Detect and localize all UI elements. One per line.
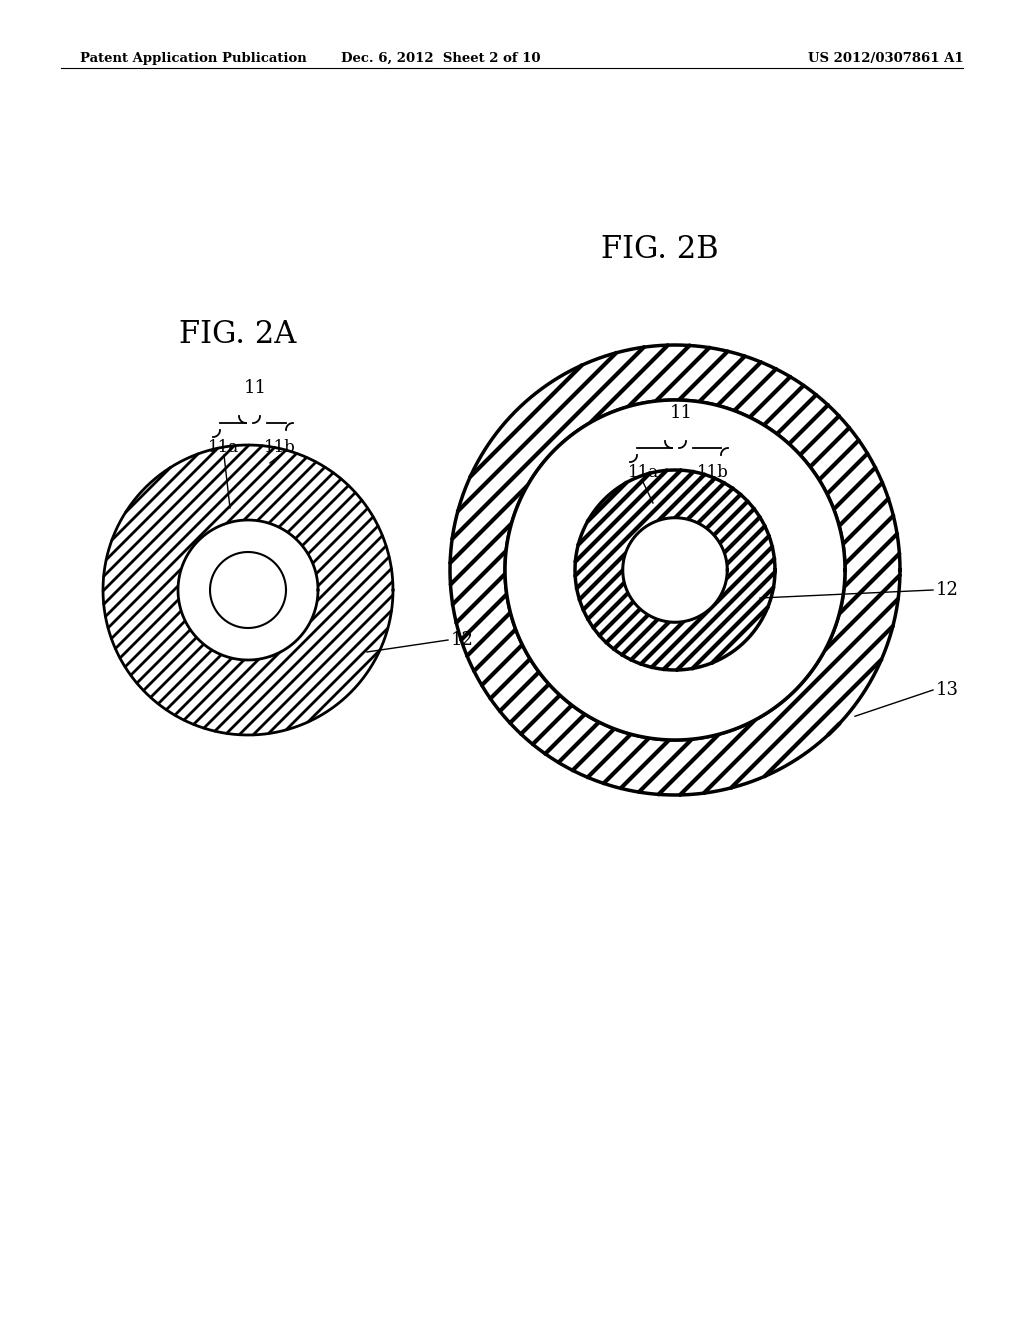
- Text: 11: 11: [670, 404, 692, 422]
- Text: FIG. 2B: FIG. 2B: [601, 234, 719, 265]
- Text: 12: 12: [936, 581, 958, 599]
- Circle shape: [623, 517, 727, 622]
- Text: 11a: 11a: [209, 440, 240, 455]
- Text: US 2012/0307861 A1: US 2012/0307861 A1: [808, 51, 964, 65]
- Circle shape: [505, 400, 845, 741]
- Text: Dec. 6, 2012  Sheet 2 of 10: Dec. 6, 2012 Sheet 2 of 10: [341, 51, 540, 65]
- Circle shape: [505, 400, 845, 741]
- Text: 13: 13: [936, 681, 959, 700]
- Text: FIG. 2A: FIG. 2A: [179, 319, 297, 350]
- Text: 12: 12: [451, 631, 474, 649]
- Circle shape: [178, 520, 318, 660]
- Text: 11a: 11a: [628, 465, 658, 480]
- Circle shape: [623, 517, 727, 622]
- Circle shape: [450, 345, 900, 795]
- Text: 11b: 11b: [697, 465, 729, 480]
- Text: 11: 11: [244, 379, 266, 397]
- Text: 11b: 11b: [264, 440, 296, 455]
- Text: Patent Application Publication: Patent Application Publication: [80, 51, 307, 65]
- Circle shape: [575, 470, 775, 671]
- Circle shape: [103, 445, 393, 735]
